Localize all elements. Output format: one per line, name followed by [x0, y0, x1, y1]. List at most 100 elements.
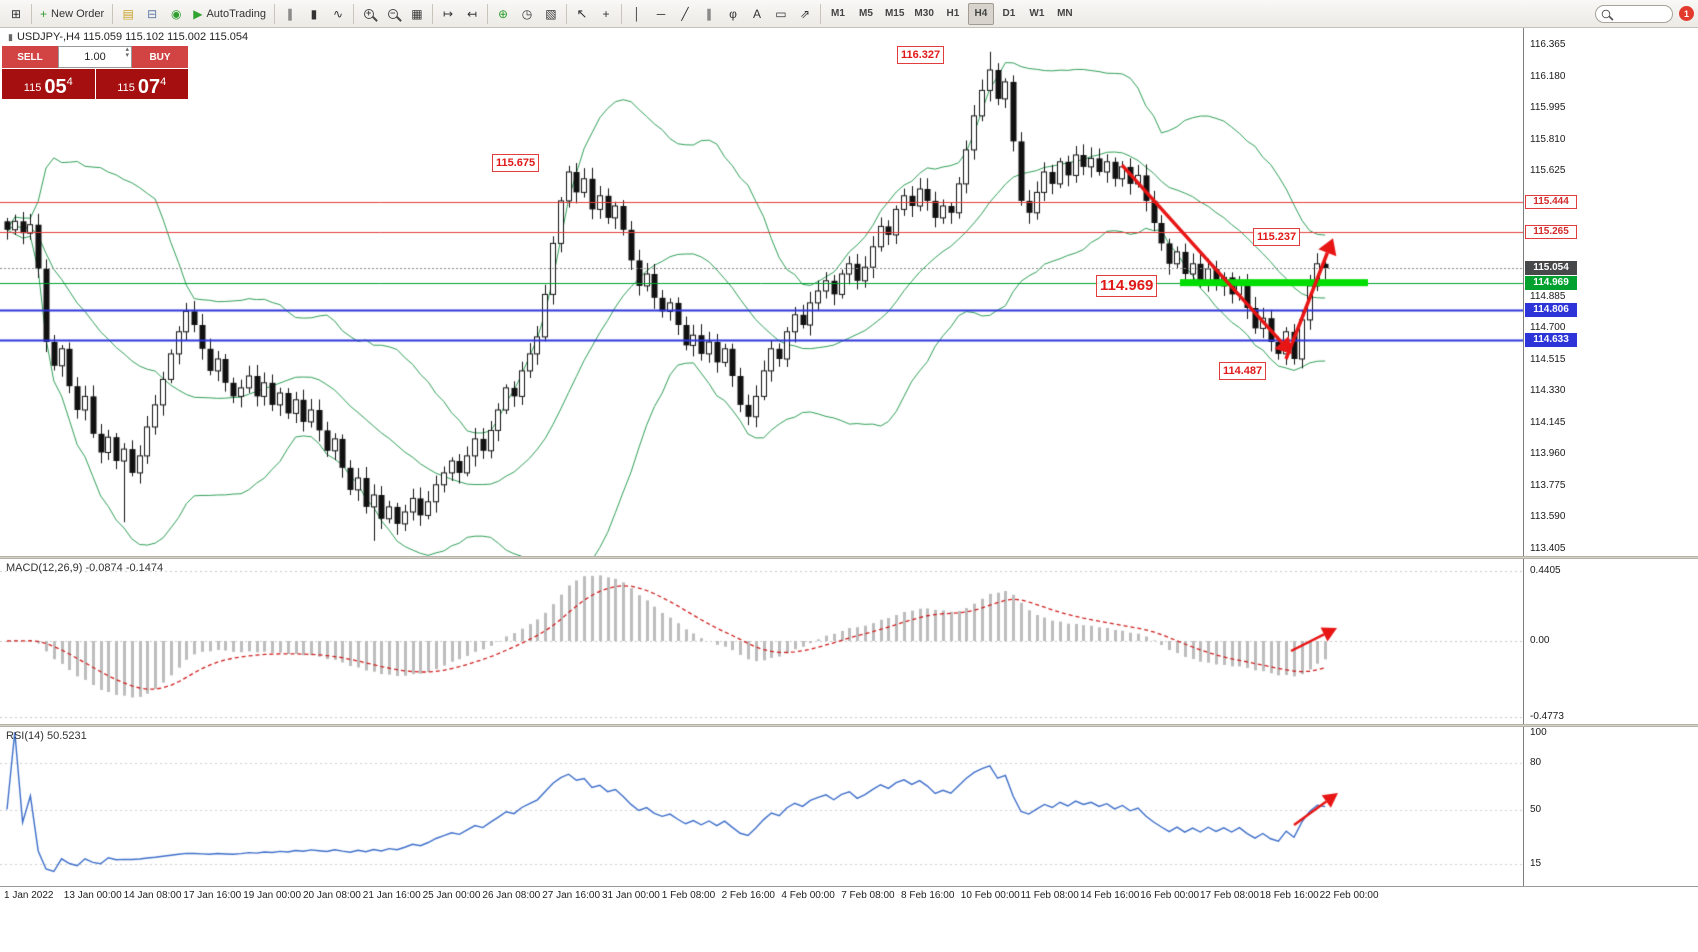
- timeframe-button-mn[interactable]: MN: [1052, 3, 1078, 25]
- timeframe-button-m5[interactable]: M5: [853, 3, 879, 25]
- lot-size-field[interactable]: 1.00 ▴ ▾: [58, 46, 132, 68]
- crosshair-icon: +: [602, 6, 610, 21]
- new-order-button[interactable]: + New Order: [36, 3, 108, 25]
- timeframe-button-d1[interactable]: D1: [996, 3, 1022, 25]
- vertical-line-icon: │: [633, 6, 641, 21]
- price-annotation[interactable]: 114.969: [1096, 274, 1158, 297]
- toolbar-separator: [620, 3, 622, 24]
- time-axis-label: 19 Jan 00:00: [243, 890, 302, 901]
- sell-price-sup: 4: [66, 76, 73, 88]
- chart-shift-button[interactable]: ↤: [461, 3, 483, 25]
- timeframe-button-m30[interactable]: M30: [910, 3, 937, 25]
- macd-canvas[interactable]: [0, 559, 1523, 724]
- vertical-line-button[interactable]: │: [626, 3, 648, 25]
- fibonacci-button[interactable]: φ: [722, 3, 744, 25]
- notification-badge-icon[interactable]: 1: [1679, 6, 1694, 21]
- rsi-panel: 100 80 50 15 RSI(14) 50.5231: [0, 727, 1698, 886]
- text-button[interactable]: A: [746, 3, 768, 25]
- timeframe-button-w1[interactable]: W1: [1024, 3, 1050, 25]
- toolbar-button-label: AutoTrading: [206, 7, 266, 20]
- timeframe-label: M1: [831, 8, 845, 19]
- sell-button[interactable]: SELL: [2, 46, 58, 68]
- search-input[interactable]: [1611, 7, 1663, 20]
- price-axis-label: 114.700: [1530, 322, 1566, 334]
- time-axis-label: 10 Feb 00:00: [960, 890, 1020, 901]
- zoom-out-button[interactable]: −: [382, 3, 404, 25]
- toolbar-separator: [565, 3, 567, 24]
- toolbar-separator: [819, 3, 821, 24]
- clock-icon: ◷: [521, 6, 533, 21]
- play-icon: ▶: [193, 6, 203, 21]
- time-axis[interactable]: 1 Jan 2022 13 Jan 00:00 14 Jan 08:00 17 Jan…: [0, 886, 1698, 952]
- time-axis-label: 13 Jan 00:00: [63, 890, 122, 901]
- buy-price-quote[interactable]: 115 07 4: [95, 69, 188, 99]
- timeframe-button-h1[interactable]: H1: [940, 3, 966, 25]
- bar-chart-button[interactable]: ∥: [279, 3, 301, 25]
- periods-button[interactable]: ◷: [516, 3, 538, 25]
- trendline-button[interactable]: ╱: [674, 3, 696, 25]
- symbol-ohlc-text: USDJPY-,H4 115.059 115.102 115.002 115.0…: [16, 31, 249, 43]
- timeframe-button-m15[interactable]: M15: [881, 3, 908, 25]
- indicator-add-icon: ⊕: [497, 6, 508, 21]
- candlestick-chart-button[interactable]: ▮: [303, 3, 325, 25]
- lot-spinner[interactable]: ▴ ▾: [125, 46, 129, 59]
- template-icon: ▧: [545, 6, 557, 21]
- indicators-button[interactable]: ⊕: [492, 3, 514, 25]
- print-button[interactable]: ⊟: [141, 3, 163, 25]
- time-axis-label: 18 Feb 16:00: [1259, 890, 1319, 901]
- text-label-button[interactable]: ▭: [770, 3, 792, 25]
- toolbar-right-group: 1: [1589, 4, 1694, 23]
- timeframe-button-m1[interactable]: M1: [825, 3, 851, 25]
- sell-price-quote[interactable]: 115 05 4: [2, 69, 95, 99]
- price-axis-label: 114.885: [1530, 290, 1566, 302]
- panel-divider[interactable]: [0, 724, 1698, 727]
- toolbar-separator: [431, 3, 433, 24]
- symbol-ohlc-label: ▮ USDJPY-,H4 115.059 115.102 115.002 115…: [8, 31, 248, 43]
- panel-divider[interactable]: [0, 556, 1698, 559]
- templates-button[interactable]: ▧: [540, 3, 562, 25]
- macd-axis-label: 0.4405: [1530, 564, 1561, 576]
- timeframe-button-h4[interactable]: H4: [967, 2, 994, 25]
- price-annotation[interactable]: 115.237: [1253, 228, 1301, 247]
- price-annotation[interactable]: 114.487: [1219, 361, 1267, 380]
- spinner-down-icon[interactable]: ▾: [125, 52, 129, 59]
- buy-button[interactable]: BUY: [132, 46, 188, 68]
- price-annotation[interactable]: 116.327: [897, 45, 945, 64]
- toolbar: ⊞ + New Order ▤ ⊟ ◉ ▶ AutoTrading ∥ ▮ ∿ + − ▦ ↦ ↤ ⊕ ◷ ▧ ↖ + │…: [0, 0, 1698, 28]
- spinner-up-icon[interactable]: ▴: [125, 46, 129, 53]
- crosshair-button[interactable]: +: [595, 3, 617, 25]
- text-icon: A: [752, 6, 761, 21]
- price-axis-label: 114.515: [1530, 353, 1566, 365]
- rsi-canvas[interactable]: [0, 727, 1523, 886]
- chart-add-icon: ⊞: [10, 6, 22, 21]
- data-folder-button[interactable]: ▤: [117, 3, 139, 25]
- main-chart-canvas[interactable]: [0, 28, 1523, 556]
- horizontal-line-button[interactable]: ─: [650, 3, 672, 25]
- autotrading-button[interactable]: ▶ AutoTrading: [189, 3, 270, 25]
- candlestick-icon: ▮: [310, 6, 318, 21]
- toolbar-separator: [273, 3, 275, 24]
- expert-advisors-button[interactable]: ◉: [165, 3, 187, 25]
- arrows-button[interactable]: ⇗: [794, 3, 816, 25]
- time-axis-label: 1 Jan 2022: [4, 890, 54, 901]
- macd-axis-label: -0.4773: [1530, 711, 1564, 723]
- zoom-in-button[interactable]: +: [358, 3, 380, 25]
- new-chart-button[interactable]: ⊞: [5, 3, 27, 25]
- price-level-tag: 115.265: [1525, 225, 1577, 240]
- buy-price-small: 115: [117, 82, 135, 94]
- auto-scroll-button[interactable]: ↦: [437, 3, 459, 25]
- price-annotation[interactable]: 115.675: [492, 153, 540, 172]
- cursor-button[interactable]: ↖: [571, 3, 593, 25]
- time-axis-label: 8 Feb 16:00: [901, 890, 955, 901]
- tile-windows-button[interactable]: ▦: [406, 3, 428, 25]
- rsi-label: RSI(14) 50.5231: [6, 730, 87, 742]
- price-level-tag: 114.969: [1525, 275, 1577, 290]
- timeframe-label: M15: [884, 8, 905, 19]
- price-level-tag: 114.633: [1525, 332, 1577, 347]
- price-axis-label: 113.590: [1530, 511, 1566, 523]
- search-box[interactable]: [1595, 4, 1673, 23]
- macd-axis-label: 0.00: [1530, 635, 1550, 646]
- channel-button[interactable]: ∥: [698, 3, 720, 25]
- line-chart-button[interactable]: ∿: [327, 3, 349, 25]
